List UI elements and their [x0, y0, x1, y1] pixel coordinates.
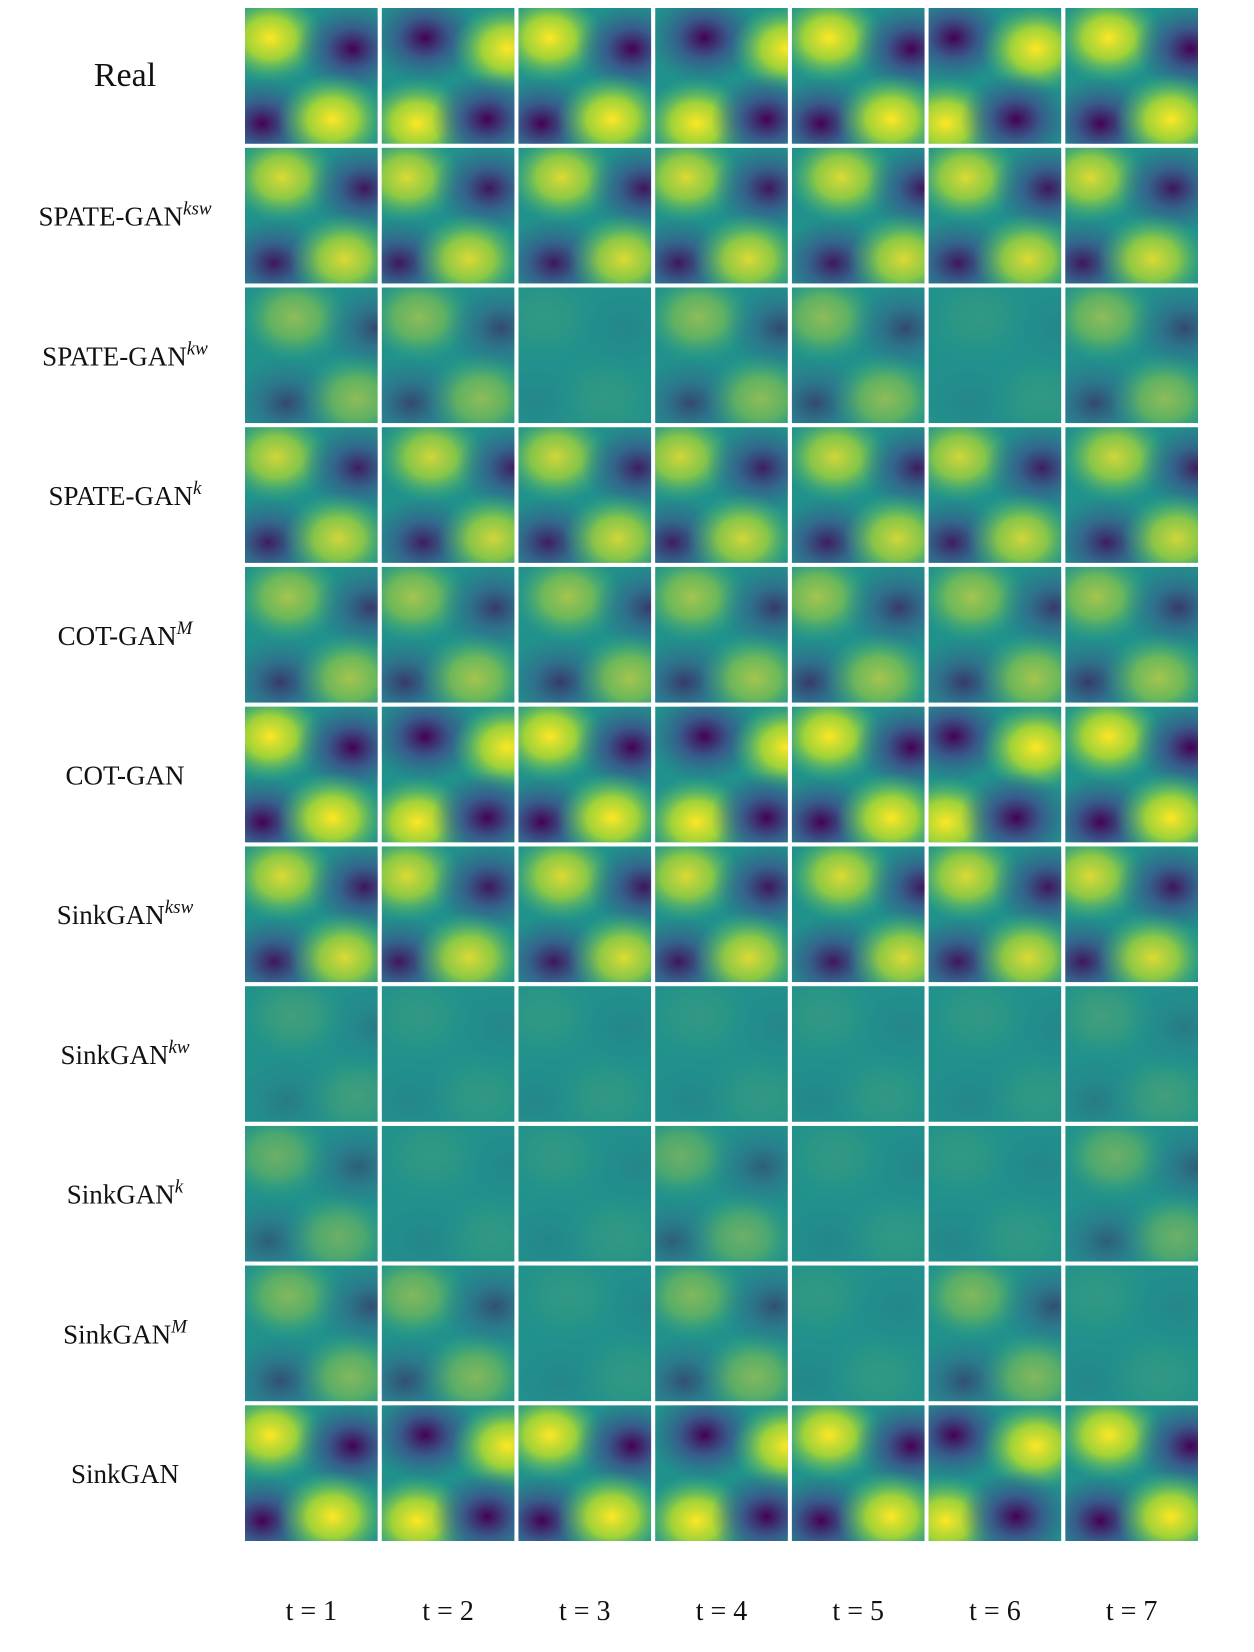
panel-content [1045, 690, 1247, 868]
row-name: SPATE-GAN [42, 341, 187, 371]
panel-content [206, 1389, 408, 1567]
heatmap-panel [1051, 1110, 1253, 1288]
heatmap-panel [206, 690, 408, 868]
heatmap-panel [1051, 411, 1253, 589]
row-name: SPATE-GAN [38, 202, 183, 232]
heatmap-blob [960, 1470, 1071, 1562]
row-name: Real [94, 57, 156, 94]
row-sup: kw [168, 1037, 189, 1058]
heatmap-panel [1039, 970, 1241, 1148]
panel-content [1051, 1110, 1253, 1288]
row-label: SinkGANk [67, 1177, 184, 1210]
panel-content [1039, 271, 1241, 449]
panel-content [1045, 0, 1247, 170]
row-name: COT-GAN [58, 621, 177, 651]
page: {"figure": { "rows": [ {"name": "Real"},… [0, 0, 1254, 1647]
heatmap-panel [1039, 271, 1241, 449]
heatmap-panel [206, 1389, 408, 1567]
row-label: SPATE-GANksw [38, 199, 211, 232]
row-sup: M [170, 1316, 188, 1337]
panel-content [1033, 1249, 1235, 1427]
row-sup: M [176, 618, 194, 639]
row-label: Real [94, 57, 156, 94]
heatmap-panel [1045, 690, 1247, 868]
heatmap-blob [277, 1470, 388, 1562]
panel-content [1045, 1389, 1247, 1567]
figure: RealSPATE-GANkswSPATE-GANkwSPATE-GANkCOT… [0, 0, 1254, 1647]
column-label: t = 1 [286, 1596, 338, 1627]
row-label: COT-GAN [65, 761, 184, 791]
column-label: t = 6 [969, 1596, 1021, 1627]
heatmap-panel [1033, 1249, 1235, 1427]
panel-content [1039, 970, 1241, 1148]
heatmap-panel [206, 0, 408, 170]
row-label: SinkGAN [71, 1459, 179, 1489]
row-label: SPATE-GANk [49, 478, 203, 511]
row-label: SPATE-GANkw [42, 338, 208, 371]
column-label: t = 7 [1106, 1596, 1158, 1627]
row-name: SinkGAN [71, 1459, 179, 1489]
row-sup: ksw [165, 897, 194, 918]
row-label: SinkGANM [63, 1316, 188, 1349]
heatmap-panel [1033, 551, 1235, 729]
row-label: SinkGANkw [60, 1037, 189, 1070]
row-name: SinkGAN [63, 1319, 171, 1349]
panel-content [206, 690, 408, 868]
row-name: SinkGAN [67, 1180, 175, 1210]
panel-content [1033, 551, 1235, 729]
column-label: t = 5 [832, 1596, 884, 1627]
row-name: COT-GAN [65, 761, 184, 791]
heatmap-panel [1045, 0, 1247, 170]
column-label: t = 3 [559, 1596, 611, 1627]
row-label: COT-GANM [58, 618, 194, 651]
heatmap-blob [556, 1470, 667, 1562]
column-label: t = 2 [422, 1596, 474, 1627]
panel-content [206, 0, 408, 170]
heatmap-panel [1045, 1389, 1247, 1567]
row-sup: kw [187, 338, 208, 359]
panel-content [1051, 411, 1253, 589]
row-sup: k [175, 1177, 184, 1198]
row-name: SinkGAN [57, 900, 165, 930]
row-label: SinkGANksw [57, 897, 194, 930]
row-name: SinkGAN [60, 1040, 168, 1070]
row-sup: ksw [183, 199, 212, 220]
row-sup: k [193, 478, 202, 499]
row-name: SPATE-GAN [49, 481, 194, 511]
column-label: t = 4 [696, 1596, 748, 1627]
heatmap-blob [1115, 1470, 1226, 1562]
